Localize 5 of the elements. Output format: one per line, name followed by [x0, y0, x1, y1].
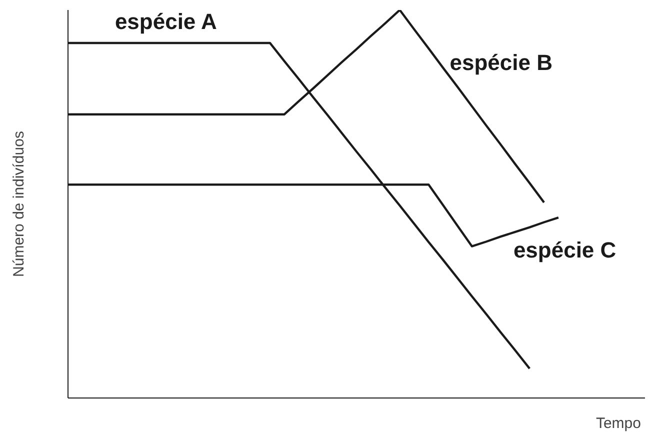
- series-label: espécie B: [450, 50, 553, 75]
- y-axis-title: Número de indivíduos: [10, 131, 28, 277]
- series-label: espécie C: [513, 238, 616, 263]
- series-label: espécie A: [114, 8, 217, 34]
- x-axis-title: Tempo: [596, 415, 641, 432]
